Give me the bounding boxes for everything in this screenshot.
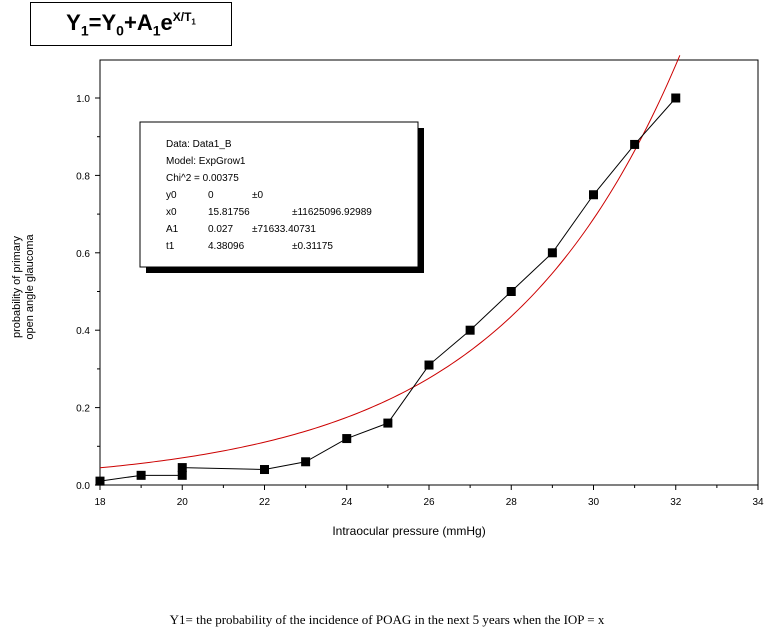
data-point [547,248,557,258]
info-line-label: t1 [166,241,175,252]
x-tick-label: 28 [506,497,518,508]
data-point [260,465,269,475]
y-tick-label: 0.8 [76,171,90,182]
info-line-value: 0 [208,190,214,201]
info-line-error: ±71633.40731 [252,224,316,235]
info-box [139,121,419,268]
x-tick-label: 22 [259,497,271,508]
info-line-value: 15.81756 [208,207,250,218]
info-line-label: Model: ExpGrow1 [166,156,246,167]
y-tick-label: 0.4 [76,326,90,337]
x-tick-label: 32 [670,497,682,508]
y-tick-label: 0.0 [76,481,90,492]
x-tick-label: 18 [94,497,106,508]
y-tick-label: 0.6 [76,249,90,260]
data-point [177,463,187,473]
info-line-label: Data: Data1_B [166,139,232,150]
data-point [136,470,146,480]
x-tick-label: 30 [588,497,600,508]
info-line-label: y0 [166,190,177,201]
info-line-error: ±11625096.92989 [292,207,372,218]
data-point [671,93,681,103]
data-point [383,418,393,428]
info-line-error: ±0 [252,190,263,201]
caption: Y1= the probability of the incidence of … [169,612,605,627]
x-tick-label: 20 [177,497,189,508]
data-point [589,190,598,200]
data-point [342,434,352,444]
data-point [506,287,516,296]
data-point [424,360,434,370]
info-line-label: Chi^2 = 0.00375 [166,173,239,184]
x-tick-label: 24 [341,497,353,508]
data-point [301,457,311,467]
data-point [630,139,640,149]
info-line-label: x0 [166,207,177,218]
x-tick-label: 26 [423,497,435,508]
info-line-value: 0.027 [208,224,233,235]
equation-box: Y1=Y0+A1eX/T1 [30,2,232,46]
x-tick-label: 34 [752,497,764,508]
equation-text: Y1=Y0+A1eX/T1 [66,9,196,39]
info-line-label: A1 [166,224,179,235]
info-line-value: 4.38096 [208,241,245,252]
data-point [465,325,475,335]
data-point [177,470,187,480]
x-axis-label: Intraocular pressure (mmHg) [332,524,485,538]
y-axis-label: probability of primaryopen angle glaucom… [11,234,36,340]
y-tick-label: 0.2 [76,404,90,415]
y-tick-label: 1.0 [76,94,90,105]
chart: 18 20 22 24 26 28 30 32 34 0.0 0.2 0.4 0.6 0.8 1.0 Intr… [11,55,764,538]
data-point [95,476,105,486]
info-line-error: ±0.31175 [292,241,333,252]
fit-curve [99,55,681,469]
